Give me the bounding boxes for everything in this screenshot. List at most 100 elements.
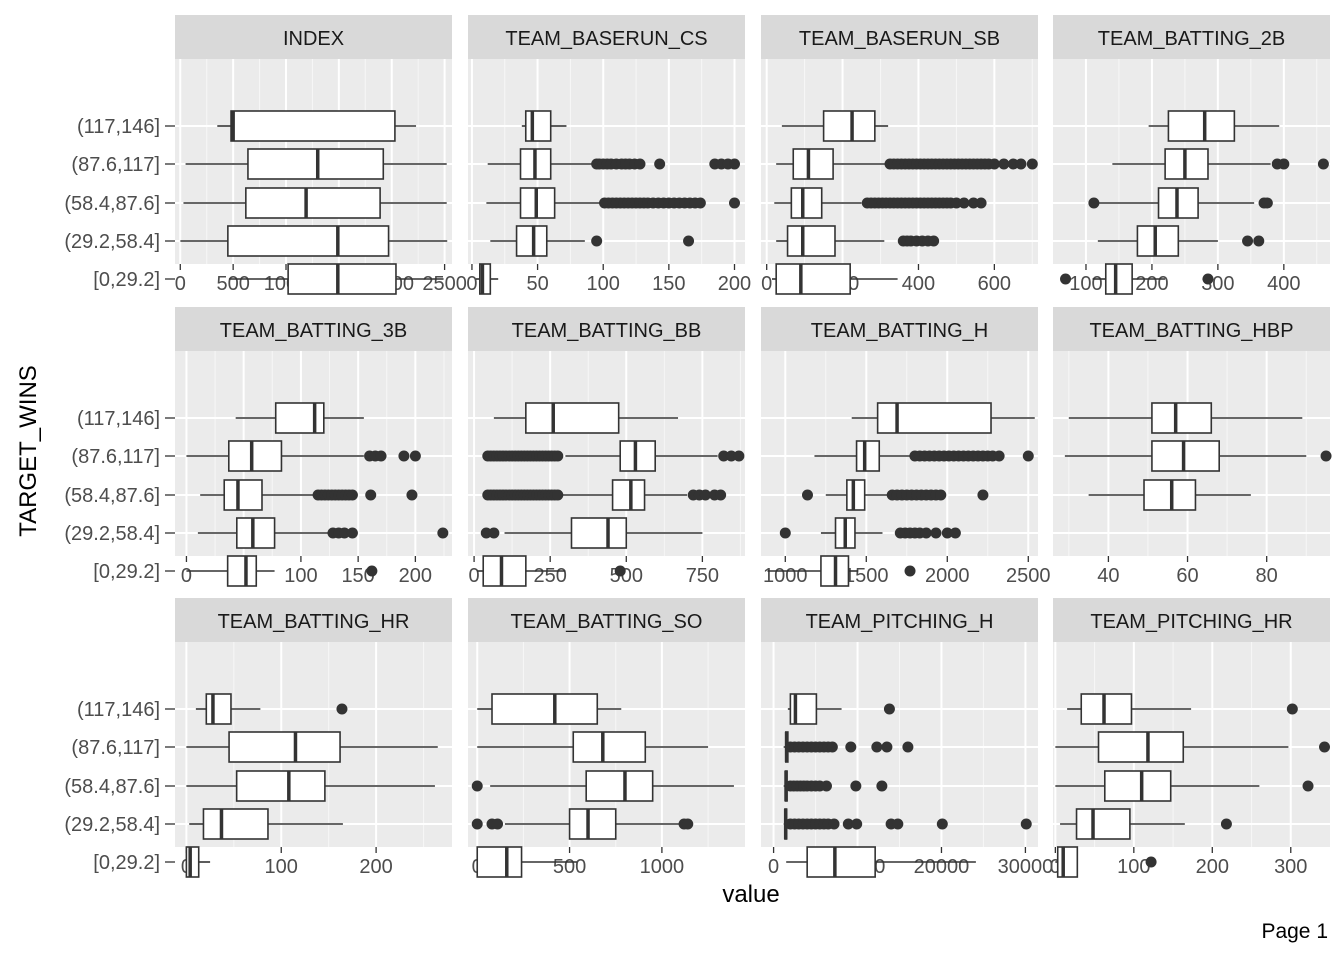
box-body [855, 440, 881, 472]
box-1 [814, 440, 1034, 472]
x-tick-label: 100 [1117, 856, 1150, 878]
x-tick-label: 60 [1176, 565, 1198, 587]
outlier-point [950, 197, 962, 209]
box-body [1080, 693, 1133, 725]
box-4 [767, 555, 916, 587]
box-body [482, 555, 527, 587]
x-tick-label: 0 [1050, 856, 1061, 878]
outlier-point [694, 197, 706, 209]
facet-title: TEAM_BATTING_HBP [1089, 320, 1293, 342]
box-body [491, 693, 599, 725]
facet-panel: TEAM_PITCHING_HR 0 100 200 300 [1050, 598, 1331, 878]
box-body [585, 770, 654, 802]
box-2 [783, 770, 888, 802]
outlier-point [883, 703, 895, 715]
box-body [227, 440, 283, 472]
x-tick-label: 200 [1196, 856, 1229, 878]
outlier-point [993, 450, 1005, 462]
y-tick-label: (117,146] [77, 699, 160, 721]
box-1 [185, 148, 447, 180]
x-tick-label: 2500 [422, 273, 467, 295]
box-body [568, 808, 617, 840]
outlier-point [892, 818, 904, 830]
box-4 [786, 846, 976, 878]
outlier-point [614, 565, 626, 577]
outlier-point [904, 565, 916, 577]
box-body [525, 402, 620, 434]
facet-strip [1053, 15, 1330, 59]
outlier-point [346, 489, 358, 501]
outlier-point [958, 197, 970, 209]
x-tick-label: 100 [587, 273, 620, 295]
page-label: Page 1 [1261, 920, 1328, 943]
outlier-point [1088, 197, 1100, 209]
y-tick-label: [0,29.2] [93, 852, 160, 874]
box-body [223, 479, 263, 511]
y-tick-label: (29.2,58.4] [64, 523, 160, 545]
x-tick-label: 100 [284, 565, 317, 587]
outlier-point [801, 489, 813, 501]
box-body [1103, 770, 1172, 802]
y-tick-label: (58.4,87.6] [64, 193, 160, 215]
outlier-point [928, 235, 940, 247]
box-body [792, 148, 834, 180]
x-tick-label: 200 [718, 273, 751, 295]
outlier-point [920, 527, 932, 539]
box-3 [480, 517, 703, 549]
box-body [524, 110, 552, 142]
outlier-point [346, 527, 358, 539]
facet-strip [175, 598, 452, 642]
facet-strip [761, 15, 1038, 59]
y-tick-label: (117,146] [77, 116, 160, 138]
outlier-point [975, 197, 987, 209]
box-body [1056, 846, 1079, 878]
outlier-point [1261, 197, 1273, 209]
outlier-point [336, 703, 348, 715]
box-2 [186, 770, 435, 802]
facet-title: TEAM_BATTING_SO [511, 611, 703, 633]
box-body [479, 263, 492, 295]
facet-title: TEAM_BASERUN_SB [799, 28, 1000, 50]
outlier-point [715, 489, 727, 501]
box-body [570, 517, 628, 549]
facet-strip [1053, 598, 1330, 642]
x-tick-label: 2500 [1006, 565, 1051, 587]
outlier-point [1145, 856, 1157, 868]
box-4 [772, 263, 898, 295]
x-tick-label: 2000 [925, 565, 970, 587]
box-body [1151, 440, 1221, 472]
box-body [806, 846, 876, 878]
outlier-point [1302, 780, 1314, 792]
box-body [247, 148, 385, 180]
outlier-point [725, 450, 737, 462]
outlier-point [683, 235, 695, 247]
outlier-point [366, 565, 378, 577]
box-3 [197, 517, 449, 549]
box-4 [228, 263, 444, 295]
outlier-point [1022, 450, 1034, 462]
outlier-point [967, 197, 979, 209]
facet-panel: TEAM_PITCHING_H0100002000030000 [761, 598, 1053, 878]
x-tick-label: 250 [533, 565, 566, 587]
facet-strip [175, 307, 452, 351]
box-body [572, 731, 647, 763]
outlier-point [930, 527, 942, 539]
box-body [1097, 731, 1185, 763]
facet-title: TEAM_BATTING_3B [220, 320, 407, 342]
outlier-point [406, 489, 418, 501]
facet-strip [1053, 307, 1330, 351]
box-1 [186, 731, 438, 763]
facet-strip [468, 15, 745, 59]
x-tick-label: 0 [469, 565, 480, 587]
outlier-point [552, 489, 564, 501]
box-0 [235, 402, 364, 434]
box-3 [189, 808, 343, 840]
outlier-point [1220, 818, 1232, 830]
outlier-point [365, 489, 377, 501]
box-3 [779, 517, 961, 549]
box-2 [801, 479, 989, 511]
outlier-point [828, 818, 840, 830]
outlier-point [977, 489, 989, 501]
outlier-point [941, 527, 953, 539]
